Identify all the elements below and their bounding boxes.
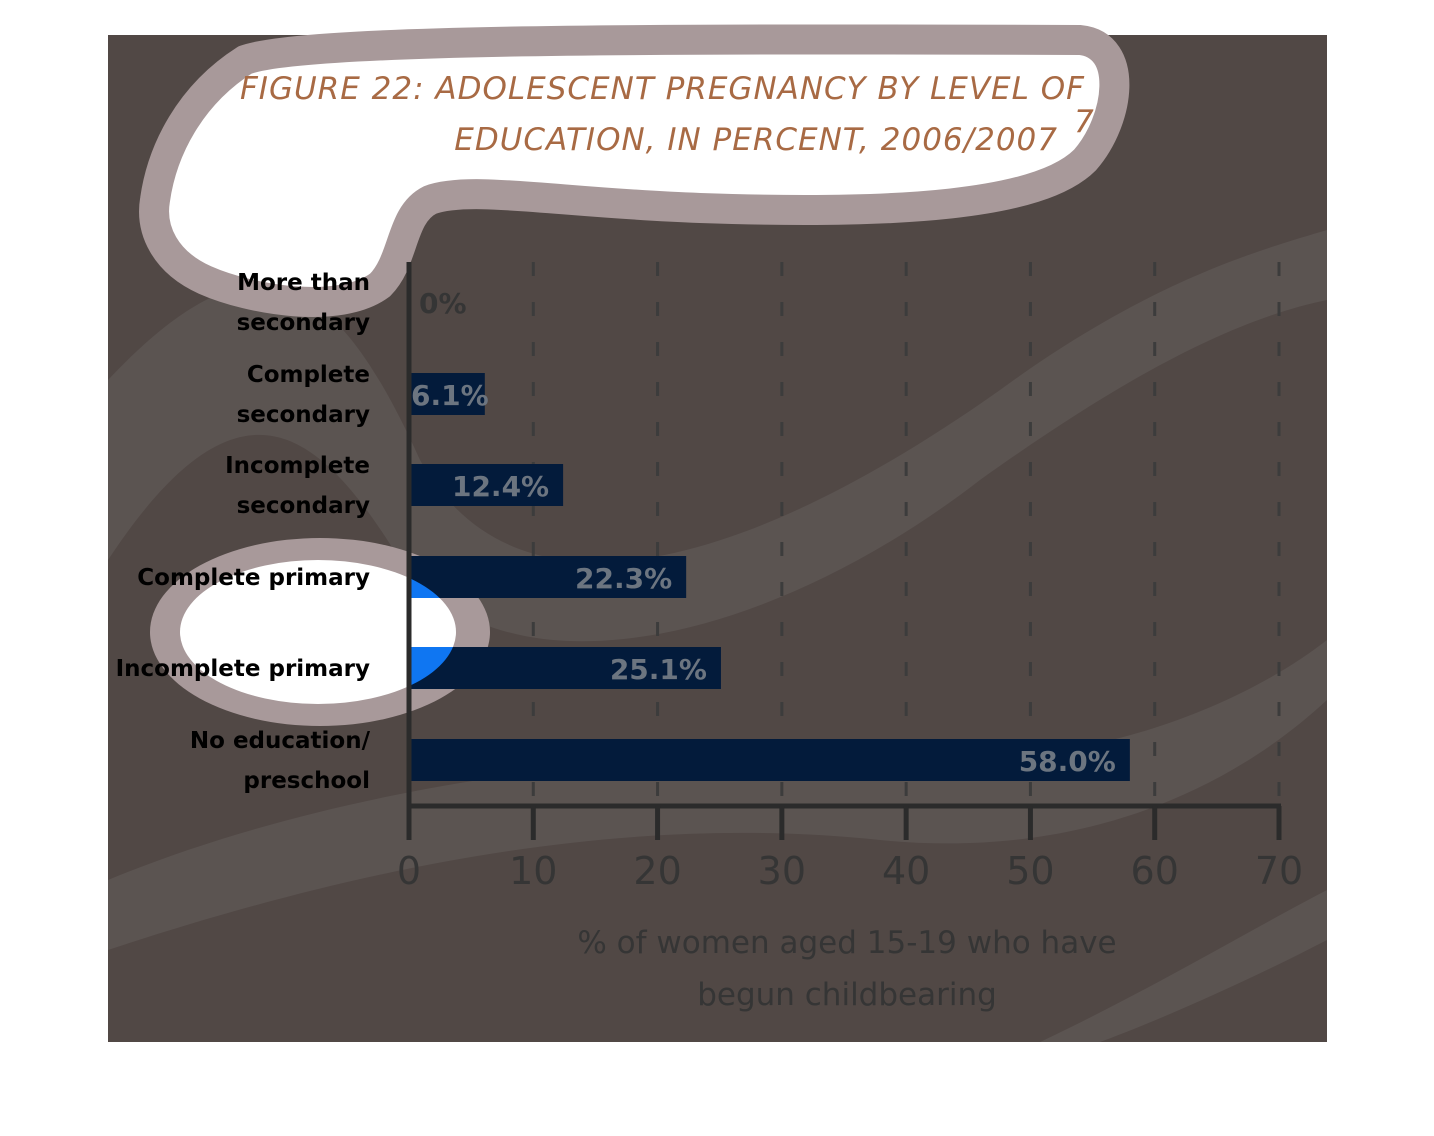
x-axis-title-line-2: begun childbearing bbox=[697, 977, 997, 1013]
x-axis-title: % of women aged 15-19 who have begun chi… bbox=[577, 925, 1116, 1013]
bar bbox=[409, 739, 1130, 781]
decorative-band bbox=[1040, 890, 1327, 1042]
bar-value-label: 25.1% bbox=[610, 653, 707, 686]
x-tick-label: 20 bbox=[633, 849, 681, 893]
bar bbox=[409, 647, 721, 689]
gridlines bbox=[531, 262, 1281, 800]
x-axis-title-line-1: % of women aged 15-19 who have bbox=[577, 925, 1116, 961]
category-label: Complete primary bbox=[137, 565, 370, 591]
bar bbox=[409, 373, 485, 415]
axes bbox=[406, 262, 1282, 840]
category-label: Complete bbox=[247, 362, 370, 388]
title-superscript: 7 bbox=[1074, 104, 1095, 140]
bars bbox=[409, 373, 1130, 781]
category-label: Incomplete primary bbox=[116, 656, 370, 682]
category-label: secondary bbox=[237, 402, 370, 428]
x-tick-label: 40 bbox=[882, 849, 930, 893]
decorative-bands bbox=[108, 230, 1327, 1042]
bar bbox=[409, 556, 687, 598]
x-tick-label: 70 bbox=[1255, 849, 1303, 893]
category-label: secondary bbox=[237, 310, 370, 336]
title-line-1: FIGURE 22: ADOLESCENT PREGNANCY BY LEVEL… bbox=[240, 71, 1085, 107]
category-label: More than bbox=[237, 270, 370, 296]
decorative-band bbox=[108, 640, 1327, 950]
title-bubble bbox=[139, 24, 1130, 317]
category-label: preschool bbox=[243, 768, 370, 794]
bar-value-label: 12.4% bbox=[452, 470, 549, 503]
bar-value-label: 22.3% bbox=[575, 562, 672, 595]
category-label: Incomplete bbox=[225, 453, 370, 479]
bar-value-label: 6.1% bbox=[411, 379, 489, 412]
x-tick-label: 10 bbox=[509, 849, 557, 893]
bar bbox=[409, 464, 564, 506]
labels: 0 10 20 30 40 50 60 70 More than secondary Complet… bbox=[116, 270, 1304, 893]
chart-title: FIGURE 22: ADOLESCENT PREGNANCY BY LEVEL… bbox=[240, 71, 1095, 158]
bar-value-label: 0% bbox=[419, 287, 467, 320]
x-tick-label: 60 bbox=[1131, 849, 1179, 893]
x-tick-label: 30 bbox=[758, 849, 806, 893]
x-tick-label: 0 bbox=[397, 849, 421, 893]
category-label: No education/ bbox=[190, 728, 371, 754]
x-tick-label: 50 bbox=[1006, 849, 1054, 893]
decorative-band bbox=[108, 230, 1327, 642]
category-label: secondary bbox=[237, 493, 370, 519]
highlight-ellipse bbox=[150, 538, 490, 726]
bar-value-label: 58.0% bbox=[1019, 745, 1116, 778]
title-line-2: EDUCATION, IN PERCENT, 2006/2007 bbox=[454, 122, 1058, 158]
